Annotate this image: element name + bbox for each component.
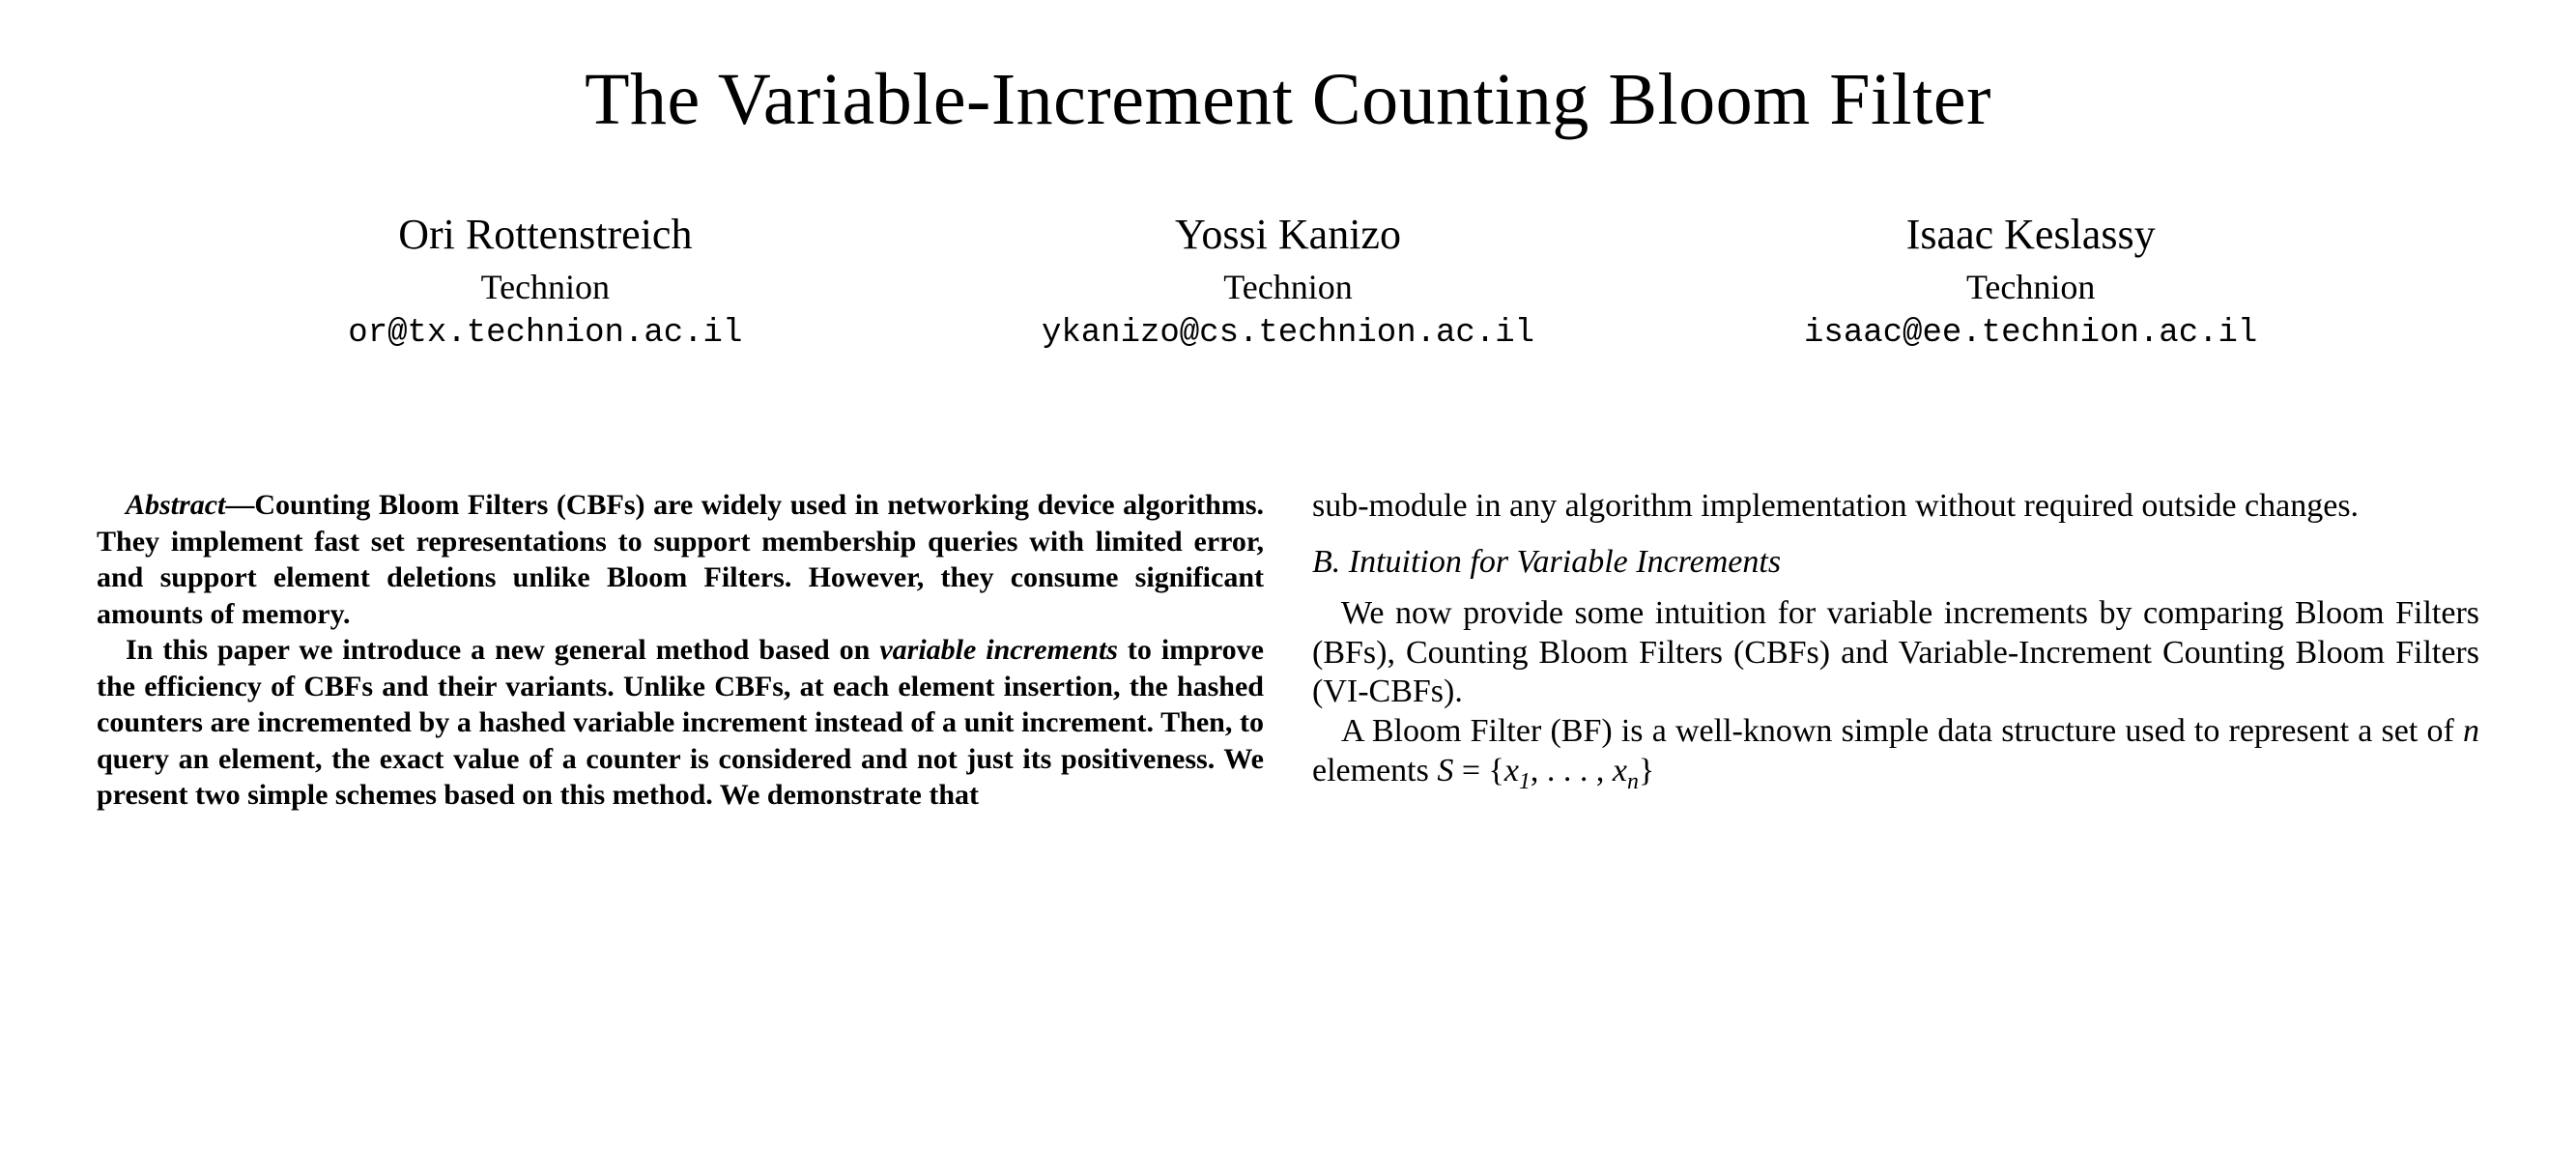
section-b-heading: B. Intuition for Variable Increments (1312, 544, 2479, 581)
abstract-para2-italic: variable increments (879, 634, 1118, 666)
para2-pre: A Bloom Filter (BF) is a well-known simp… (1341, 713, 2463, 749)
author-name: Ori Rottenstreich (174, 210, 917, 259)
math-subn: n (1627, 769, 1639, 794)
abstract-para2-pre: In this paper we introduce a new general… (126, 634, 879, 666)
math-sub1: 1 (1519, 769, 1531, 794)
author-name: Isaac Keslassy (1659, 210, 2402, 259)
abstract-dash: — (225, 489, 254, 521)
right-column: sub-module in any algorithm implementati… (1312, 487, 2479, 814)
abstract-label: Abstract (126, 489, 225, 521)
author-affiliation: Technion (174, 267, 917, 307)
paper-title: The Variable-Increment Counting Bloom Fi… (97, 58, 2479, 142)
author-block: Isaac Keslassy Technion isaac@ee.technio… (1659, 210, 2402, 352)
para2-dots: , . . . , (1531, 753, 1613, 788)
math-x1: x (1504, 753, 1519, 788)
intro-continuation: sub-module in any algorithm implementati… (1312, 487, 2479, 527)
section-b-para1: We now provide some intuition for variab… (1312, 594, 2479, 712)
abstract-para1: Counting Bloom Filters (CBFs) are widely… (97, 489, 1264, 630)
author-affiliation: Technion (1659, 267, 2402, 307)
authors-row: Ori Rottenstreich Technion or@tx.technio… (97, 210, 2479, 352)
para2-mid: elements (1312, 753, 1437, 788)
author-block: Ori Rottenstreich Technion or@tx.technio… (174, 210, 917, 352)
math-S: S (1437, 753, 1453, 788)
para2-eq: = { (1453, 753, 1504, 788)
left-column: Abstract—Counting Bloom Filters (CBFs) a… (97, 487, 1264, 814)
author-email: ykanizo@cs.technion.ac.il (917, 315, 1660, 352)
math-xn: x (1613, 753, 1627, 788)
section-b-para2: A Bloom Filter (BF) is a well-known simp… (1312, 712, 2479, 795)
author-email: or@tx.technion.ac.il (174, 315, 917, 352)
math-n: n (2463, 713, 2479, 749)
author-block: Yossi Kanizo Technion ykanizo@cs.technio… (917, 210, 1660, 352)
two-column-layout: Abstract—Counting Bloom Filters (CBFs) a… (97, 487, 2479, 814)
abstract-block: Abstract—Counting Bloom Filters (CBFs) a… (97, 487, 1264, 814)
author-name: Yossi Kanizo (917, 210, 1660, 259)
author-email: isaac@ee.technion.ac.il (1659, 315, 2402, 352)
para2-close: } (1639, 753, 1654, 788)
author-affiliation: Technion (917, 267, 1660, 307)
